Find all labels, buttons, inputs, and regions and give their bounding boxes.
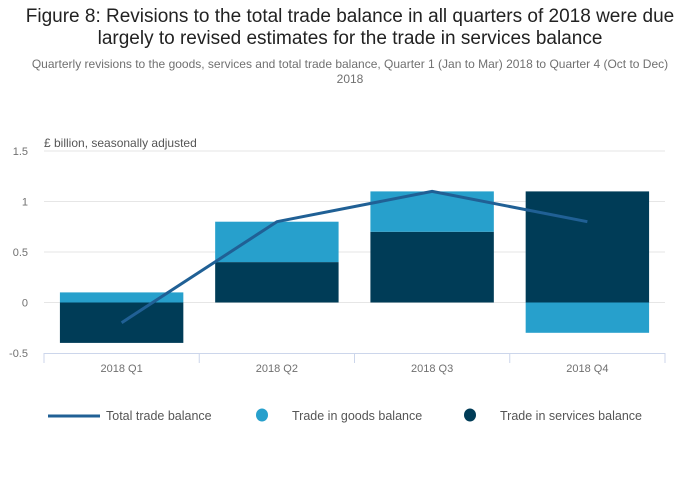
x-tick-label: 2018 Q3 xyxy=(411,363,453,375)
y-tick-label: 0.5 xyxy=(13,247,28,259)
bar-trade-in-services-balance xyxy=(215,262,339,303)
legend-label: Trade in goods balance xyxy=(292,409,422,423)
legend-dot-swatch xyxy=(256,408,268,422)
y-axis-unit-label: £ billion, seasonally adjusted xyxy=(44,136,197,150)
bar-trade-in-goods-balance xyxy=(215,221,339,263)
chart-title: Figure 8: Revisions to the total trade b… xyxy=(25,6,675,49)
y-tick-label: -0.5 xyxy=(9,348,28,360)
bar-trade-in-goods-balance xyxy=(370,191,494,232)
x-axis: 2018 Q1 2018 Q2 2018 Q3 2018 Q4 xyxy=(43,353,666,375)
chart-subtitle: Quarterly revisions to the goods, servic… xyxy=(31,57,669,86)
line-total-trade-balance xyxy=(120,189,588,324)
legend-label: Total trade balance xyxy=(106,409,212,423)
y-axis: -0.5 0 0.5 1 1.5 xyxy=(9,146,28,360)
legend-label: Trade in services balance xyxy=(500,409,642,423)
bars xyxy=(59,191,650,343)
bar-trade-in-services-balance xyxy=(525,191,650,303)
x-tick-label: 2018 Q2 xyxy=(256,363,298,375)
bar-trade-in-services-balance xyxy=(370,231,494,303)
x-tick-label: 2018 Q4 xyxy=(566,363,608,375)
legend-dot-swatch xyxy=(464,408,476,422)
x-tick-label: 2018 Q1 xyxy=(101,363,143,375)
total-line xyxy=(120,189,588,324)
y-tick-label: 0 xyxy=(22,298,28,310)
y-tick-label: 1.5 xyxy=(13,146,28,158)
y-tick-label: 1 xyxy=(22,197,28,209)
bar-trade-in-goods-balance xyxy=(525,302,650,333)
legend: Total trade balance Trade in goods balanc… xyxy=(48,408,642,423)
bar-trade-in-goods-balance xyxy=(59,292,184,303)
